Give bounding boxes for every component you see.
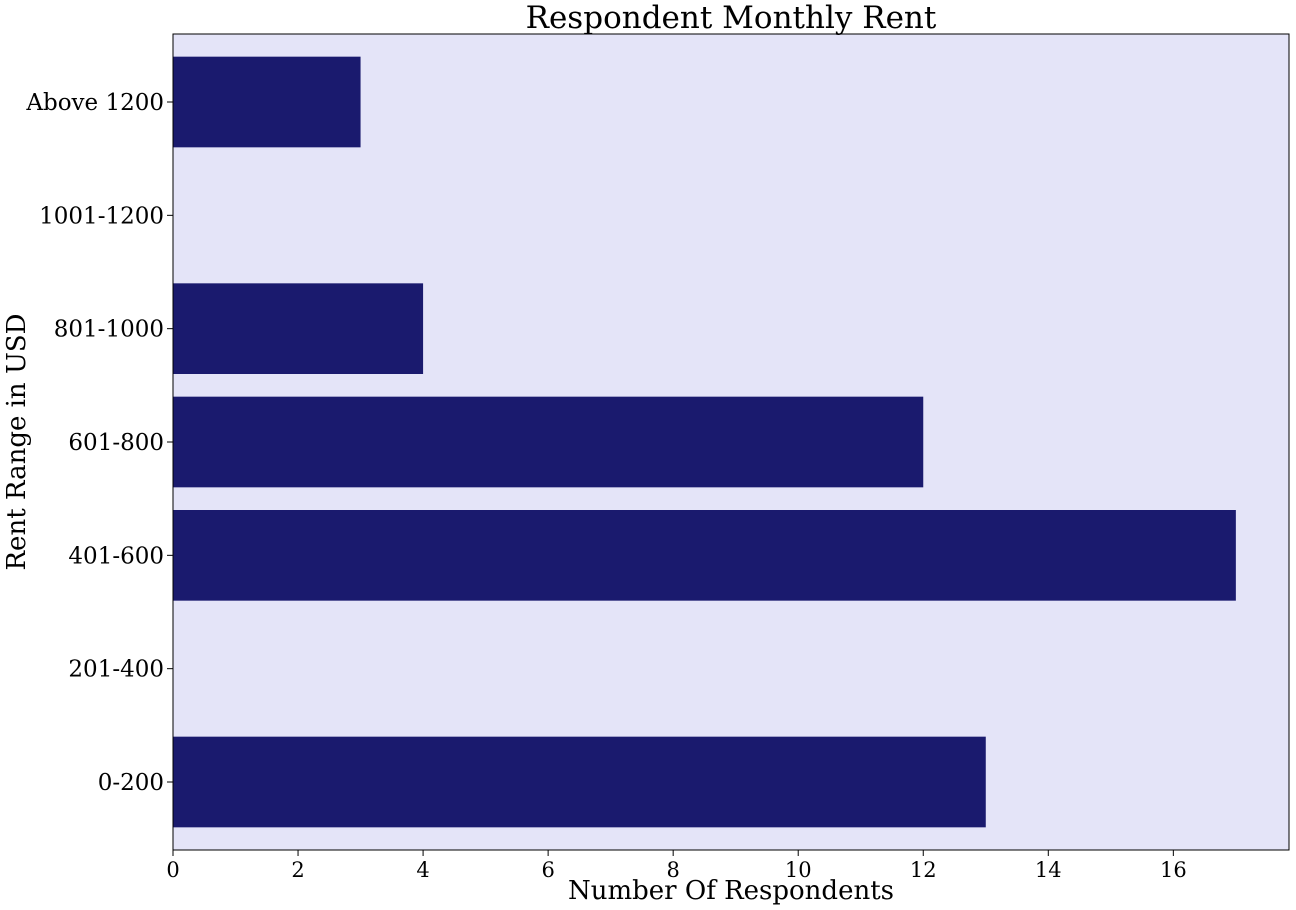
y-tick-label: 601-800 [68,430,164,456]
x-tick-label: 2 [291,858,304,882]
y-axis-label: Rent Range in USD [2,313,32,570]
x-tick-label: 16 [1160,858,1187,882]
x-axis-label: Number Of Respondents [568,876,894,906]
x-tick-label: 14 [1035,858,1062,882]
y-tick-label: Above 1200 [25,90,164,116]
y-axis: 0-200 201-400 401-600 601-800 801-1000 1001-1… [25,90,173,796]
x-tick-label: 10 [785,858,812,882]
x-tick-label: 6 [541,858,554,882]
bar-above-1200 [173,56,361,148]
y-tick-label: 201-400 [68,657,164,683]
x-tick-label: 12 [910,858,937,882]
x-tick-label: 0 [166,858,179,882]
bar-801-1000 [173,283,424,374]
y-tick-label: 1001-1200 [39,203,164,229]
chart-title: Respondent Monthly Rent [526,0,937,36]
x-tick-label: 4 [416,858,429,882]
y-tick-label: 801-1000 [54,317,164,343]
bars [173,56,1236,828]
y-tick-label: 401-600 [68,543,164,569]
x-axis: 0 2 4 6 8 10 12 14 16 [166,850,1187,882]
bar-601-800 [173,396,924,488]
y-tick-label: 0-200 [98,770,164,796]
bar-401-600 [173,510,1236,601]
x-tick-label: 8 [666,858,679,882]
bar-0-200 [173,736,986,828]
